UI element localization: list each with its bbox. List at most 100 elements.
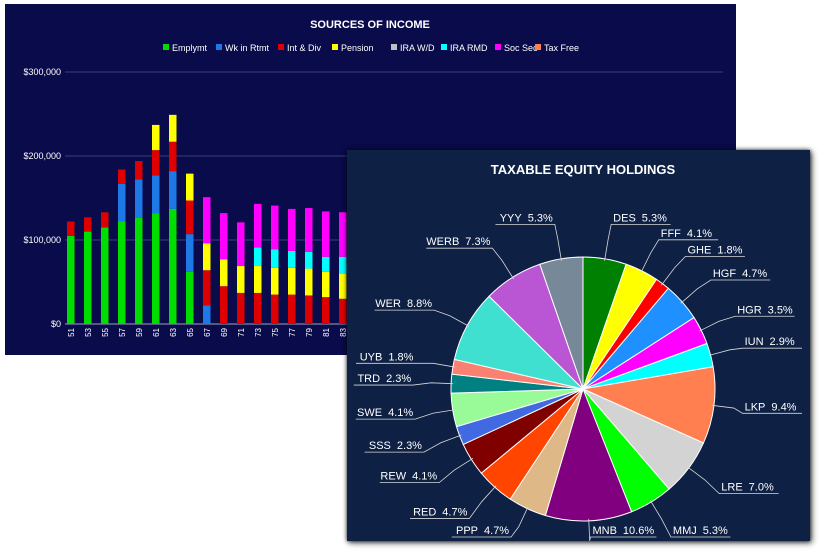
bar-segment [237,266,245,293]
bar-segment [271,267,279,295]
x-tick-label: 81 [322,327,331,336]
legend-label: Emplymt [172,43,208,53]
slice-label-percent: 5.3% [703,525,728,537]
bar-segment [101,227,109,324]
slice-label-percent: 4.7% [484,525,509,537]
slice-label: GHE 1.8% [687,244,742,256]
slice-label: TRD 2.3% [357,373,411,385]
bar-segment [271,249,279,268]
x-tick-label: 51 [67,327,76,336]
bar-segment [186,234,194,272]
bar-segment [135,179,143,218]
bar-segment [135,161,143,180]
chart-title: SOURCES OF INCOME [310,19,430,31]
slice-label: YYY 5.3% [500,212,553,224]
bar-segment [67,235,75,324]
legend-swatch [391,44,397,50]
slice-label: WER 8.8% [375,298,432,310]
slice-label-percent: 9.4% [771,401,796,413]
slice-label-percent: 5.3% [642,212,667,224]
slice-label-percent: 7.3% [465,236,490,248]
bar-segment [152,124,160,151]
bar-segment [169,208,177,324]
bar-segment [186,200,194,235]
chart-title: TAXABLE EQUITY HOLDINGS [491,162,676,177]
slice-label-name: LKP [745,401,766,413]
x-tick-label: 79 [305,327,314,336]
bar-segment [169,114,177,142]
x-tick-label: 67 [203,327,212,336]
bar-segment [101,212,109,228]
bar-segment [203,197,211,244]
slice-label-name: TRD [357,373,380,385]
bar-segment [322,211,330,257]
bar-segment [169,141,177,172]
bar-segment [186,271,194,324]
slice-label: LKP 9.4% [745,401,797,413]
bar-segment [67,221,75,236]
slice-label-percent: 2.9% [770,336,795,348]
leader-line [353,382,454,386]
slice-label-name: PPP [456,525,478,537]
leader-line [374,309,470,327]
leader-line [604,223,671,261]
slice-label-percent: 2.3% [397,440,422,452]
bar-segment [220,286,228,324]
legend-swatch [216,44,222,50]
bar-segment [84,217,92,232]
slice-label: UYB 1.8% [360,351,414,363]
slice-label-name: HGR [737,304,762,316]
slice-label-name: YYY [500,212,523,224]
bar-segment [118,221,126,324]
slice-label-name: RED [413,506,436,518]
bar-segment [305,268,313,296]
y-tick-label: $100,000 [23,235,61,245]
legend-label: Tax Free [544,43,579,53]
slice-label-name: SWE [357,407,382,419]
bar-segment [339,256,347,274]
slice-label: MMJ 5.3% [673,525,728,537]
bar-segment [288,267,296,295]
income-chart: SOURCES OF INCOME Emplymt Wk in Rtmt Int & … [23,19,723,337]
leader-line [680,279,771,304]
x-tick-label: 71 [237,327,246,336]
slice-label: SWE 4.1% [357,407,413,419]
bar-segment [254,292,262,324]
slice-label-percent: 4.7% [742,268,767,280]
bar-segment [118,183,126,222]
x-tick-label: 55 [101,327,110,336]
bar-segment [84,231,92,324]
leader-line [426,247,515,280]
x-tick-label: 57 [118,327,127,336]
slice-label-percent: 5.3% [528,212,553,224]
bar-segment [220,259,228,287]
slice-label-name: SSS [369,440,391,452]
bar-segment [169,171,177,209]
bar-segment [339,212,347,257]
bar-segment [186,173,194,201]
bar-segment [237,222,245,267]
slice-label: PPP 4.7% [456,525,509,537]
x-tick-label: 53 [84,327,93,336]
legend-label: IRA W/D [400,43,435,53]
slice-label-percent: 2.3% [386,373,411,385]
bar-segment [288,250,296,268]
x-tick-label: 65 [186,327,195,336]
leader-line [661,255,745,286]
bar-segment [288,208,296,251]
x-tick-label: 83 [339,327,348,336]
slice-label-name: HGF [713,268,737,280]
equity-chart-panel: TAXABLE EQUITY HOLDINGS DES 5.3% FFF 4.1% GHE… [347,150,810,541]
leader-line [364,434,462,453]
x-tick-label: 61 [152,327,161,336]
slice-label-name: GHE [687,244,711,256]
x-tick-label: 59 [135,327,144,336]
legend-swatch [441,44,447,50]
leader-line [409,485,497,519]
leader-line [711,404,802,414]
leader-line [699,315,795,332]
slice-label-name: WERB [426,236,459,248]
bar-segment [118,169,126,184]
slice-label: REW 4.1% [380,471,437,483]
leader-line [355,409,455,420]
